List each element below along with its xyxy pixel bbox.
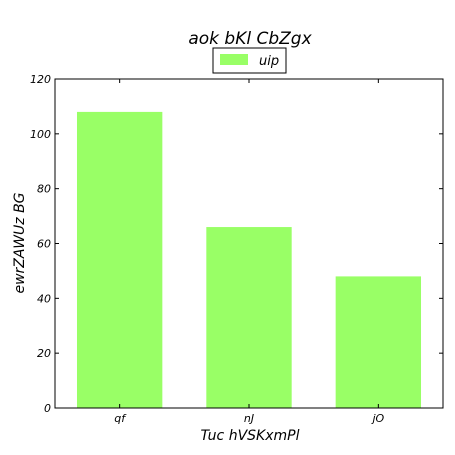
y-tick-label: 0 [44,402,51,415]
legend-label: uip [259,54,279,69]
bar-jO [335,276,422,408]
y-tick-label: 120 [30,73,51,86]
plot-frame [54,78,444,409]
legend: uip [212,47,287,74]
x-axis-label: Tuc hVSKxmPl [201,428,300,444]
x-tick-label: nJ [244,412,254,425]
x-tick-label: jO [370,412,384,425]
bar-nJ [206,227,292,408]
y-tick-label: 80 [37,183,51,196]
legend-swatch [220,54,248,65]
y-tick-label: 60 [37,238,51,251]
x-tick-label: qf [114,412,127,425]
y-tick-label: 100 [30,128,51,141]
y-tick-label: 40 [37,292,51,305]
y-tick-label: 20 [37,347,51,360]
chart-title: aok bKl CbZgx [188,29,312,49]
plot-area: 0 20 40 60 80 100 120 qf nJ jO [30,73,443,425]
y-axis-label: ewrZAWUz BG [12,192,28,293]
bar-qf [76,111,163,409]
